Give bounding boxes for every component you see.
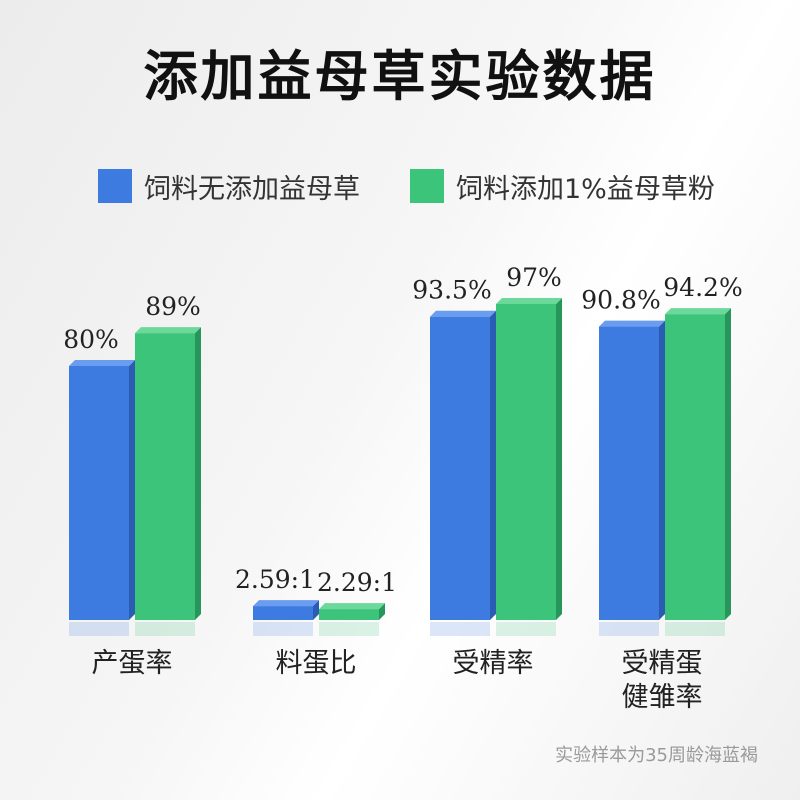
bar-side <box>129 360 135 620</box>
legend-label-with-additive: 饲料添加1%益母草粉 <box>456 173 715 205</box>
bar-no-additive <box>69 366 129 620</box>
bar-with-additive <box>496 303 556 620</box>
bar-side <box>659 320 665 620</box>
bar-reflection <box>430 622 490 636</box>
bar-side <box>556 297 562 620</box>
bar-top <box>430 310 496 317</box>
legend-item-no-additive: 饲料无添加益母草 <box>98 168 360 205</box>
bar-top <box>69 360 135 366</box>
legend-swatch-blue <box>98 169 132 203</box>
bar-top <box>319 603 385 610</box>
bar-no-additive <box>253 606 313 620</box>
bar-reflection <box>665 622 725 636</box>
category-label: 健雏率 <box>622 682 703 713</box>
bar-side <box>195 327 201 620</box>
category-label: 受精蛋 <box>622 648 703 679</box>
data-label: 93.5% <box>412 276 491 305</box>
bar-no-additive <box>599 326 659 620</box>
bar-top <box>253 600 319 607</box>
bar-side <box>725 308 731 620</box>
data-label: 94.2% <box>663 273 742 302</box>
data-label: 80% <box>63 325 119 354</box>
bar-top <box>665 308 731 315</box>
bar-reflection <box>69 622 129 636</box>
legend-item-with-additive: 饲料添加1%益母草粉 <box>410 168 715 205</box>
legend-swatch-green <box>410 169 444 203</box>
chart-title: 添加益母草实验数据 <box>143 45 657 108</box>
bar-side <box>490 310 496 620</box>
bar-with-additive <box>135 333 195 620</box>
category-label: 受精率 <box>453 648 534 679</box>
bar-with-additive <box>319 609 379 620</box>
data-label: 89% <box>145 292 201 321</box>
data-label: 90.8% <box>581 286 660 315</box>
category-label: 料蛋比 <box>276 648 357 679</box>
bar-with-additive <box>665 314 725 620</box>
data-label: 2.29:1 <box>317 568 397 597</box>
category-label: 产蛋率 <box>92 648 173 679</box>
bar-no-additive <box>430 316 490 620</box>
bar-side <box>313 600 319 620</box>
bar-top <box>135 327 201 334</box>
bar-reflection <box>253 622 313 636</box>
bar-reflection <box>135 622 195 636</box>
footnote: 实验样本为35周龄海蓝褐 <box>555 745 758 766</box>
data-label: 97% <box>506 263 562 292</box>
bar-reflection <box>599 622 659 636</box>
bar-side <box>379 603 385 620</box>
bar-top <box>599 320 665 327</box>
bar-top <box>496 297 562 304</box>
data-label: 2.59:1 <box>235 565 315 594</box>
bar-reflection <box>496 622 556 636</box>
legend-label-no-additive: 饲料无添加益母草 <box>144 173 360 205</box>
bar-reflection <box>319 622 379 636</box>
